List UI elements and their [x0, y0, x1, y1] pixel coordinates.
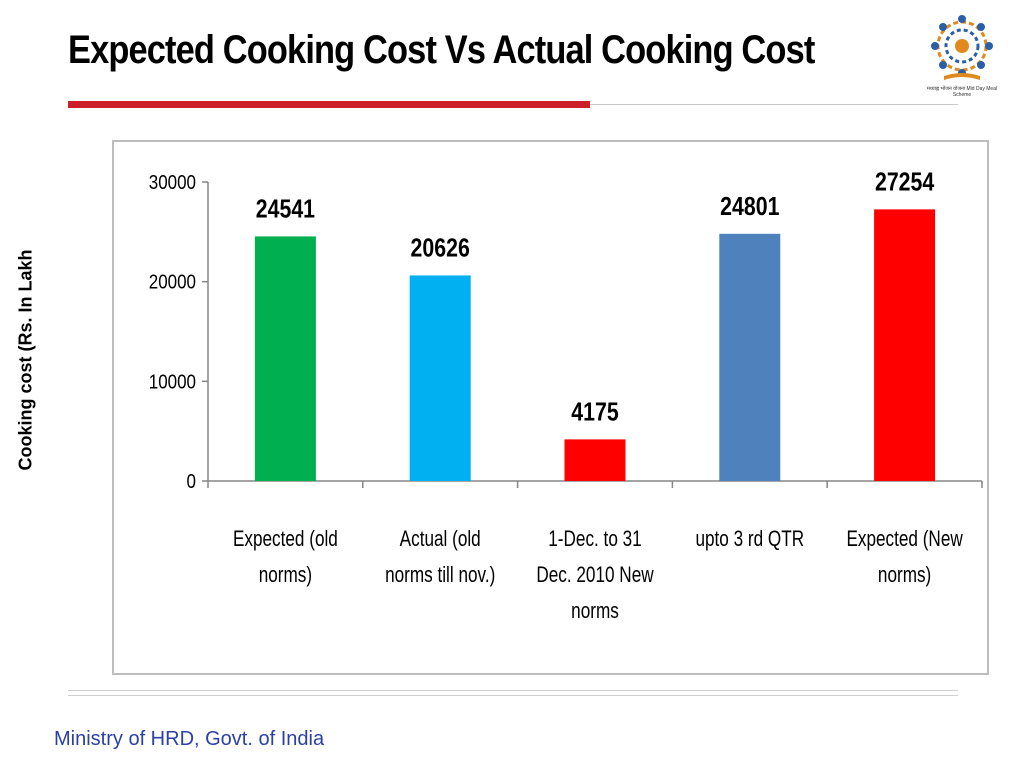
- x-tick-label: Actual (old: [400, 527, 481, 552]
- y-tick-label: 10000: [149, 370, 196, 393]
- footer-divider-secondary: [68, 695, 958, 696]
- title-underline-rule: [590, 104, 958, 105]
- title-underline-accent: [68, 101, 590, 108]
- x-tick-label: Dec. 2010 New: [536, 563, 654, 588]
- x-tick-label: 1-Dec. to 31: [548, 527, 641, 552]
- bar: [719, 233, 781, 481]
- x-tick-label: Expected (New: [846, 527, 963, 552]
- y-tick-label: 30000: [149, 171, 196, 194]
- x-tick-label: norms): [878, 563, 931, 588]
- data-label: 27254: [875, 167, 935, 197]
- data-label: 24541: [256, 194, 315, 224]
- x-tick-label: Expected (old: [233, 527, 338, 552]
- bar: [874, 209, 936, 481]
- chart-frame: 0 10000 20000 30000 24541 Expected (old norms)…: [112, 140, 989, 675]
- x-tick-label: norms till nov.): [385, 563, 495, 588]
- data-label: 20626: [411, 233, 470, 263]
- mid-day-meal-logo-icon: [931, 15, 993, 80]
- y-axis-label: Cooking cost (Rs. In Lakh: [15, 249, 36, 471]
- x-tick-label: norms: [571, 599, 619, 624]
- x-tick-label: norms): [259, 563, 312, 588]
- y-tick-label: 20000: [149, 270, 196, 293]
- footer-text: Ministry of HRD, Govt. of India: [54, 728, 325, 750]
- footer-divider: [68, 690, 958, 691]
- x-tick-label: upto 3 rd QTR: [695, 527, 804, 552]
- bar: [409, 275, 471, 481]
- slide-title: Expected Cooking Cost Vs Actual Cooking …: [68, 28, 815, 72]
- data-label: 4175: [571, 397, 618, 427]
- logo-caption: मध्याह्न भोजन योजना Mid Day Meal Scheme: [926, 86, 998, 98]
- data-label: 24801: [720, 192, 779, 222]
- y-tick-label: 0: [187, 470, 196, 493]
- bar-chart: 0 10000 20000 30000 24541 Expected (old norms)…: [149, 167, 983, 624]
- bar: [564, 439, 626, 481]
- bar: [254, 236, 316, 481]
